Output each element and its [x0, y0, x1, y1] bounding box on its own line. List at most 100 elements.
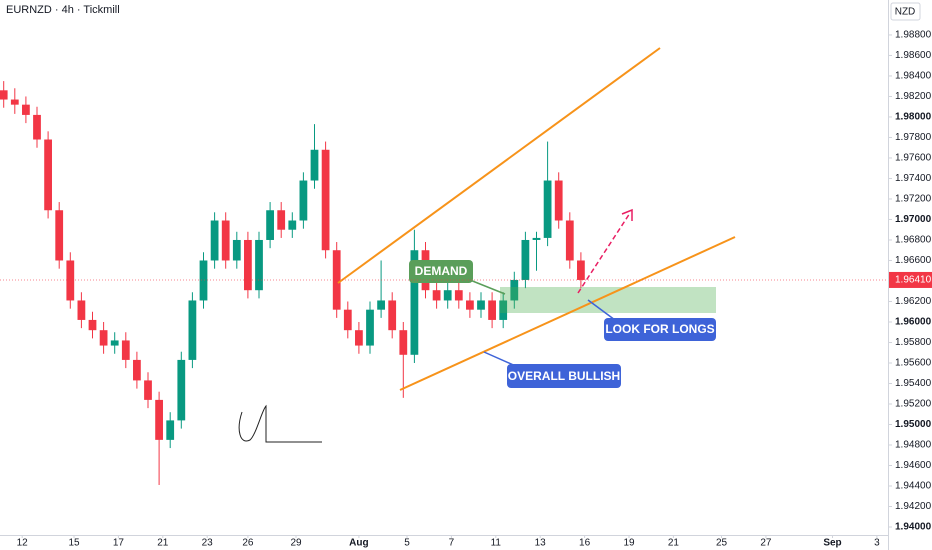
candle-body [255, 239, 263, 291]
candle-body [477, 300, 485, 310]
y-tick-label: 1.95400 [895, 378, 932, 389]
y-tick-label: 1.97600 [895, 153, 932, 164]
candle-body [232, 239, 241, 261]
x-tick-label: 3 [874, 538, 880, 549]
callout-box [604, 318, 716, 341]
candle-body [10, 99, 19, 105]
y-tick-label: 1.94400 [895, 481, 932, 492]
currency: NZD [895, 7, 916, 18]
candle-body [121, 340, 130, 360]
candle-body [443, 290, 452, 301]
chart-title: EURNZD · 4h · Tickmill [6, 4, 120, 16]
candle-body [166, 420, 175, 440]
x-tick-label: 21 [668, 538, 680, 549]
candle-body [177, 359, 186, 421]
candle-body [110, 340, 119, 346]
trend-line-upper [337, 47, 661, 284]
candle-body [99, 330, 108, 346]
candle-body [499, 300, 508, 320]
y-tick-label: 1.98200 [895, 91, 932, 102]
candle-body [310, 149, 319, 181]
candles [0, 81, 585, 485]
candle-body [399, 330, 408, 355]
x-tick-label: 21 [157, 538, 169, 549]
callout-box [507, 364, 621, 388]
x-tick-label: 26 [242, 538, 254, 549]
candle-body [521, 239, 530, 280]
candle-body [266, 210, 274, 240]
currency-box [890, 2, 921, 21]
candle-body [199, 260, 208, 301]
callout-pointer [469, 279, 506, 295]
x-tick-label: 25 [716, 538, 728, 549]
y-tick-label: 1.94200 [895, 501, 932, 512]
last-price-box [889, 271, 932, 288]
x-tick-label: 19 [623, 538, 635, 549]
y-tick-label: 1.96600 [895, 255, 932, 266]
x-tick-label: 15 [68, 538, 80, 549]
candle-body [377, 300, 385, 310]
callout-pointer [587, 299, 616, 321]
annotation: OVERALL BULLISH [508, 369, 620, 383]
trend-line-lower [399, 236, 736, 391]
x-tick-label: 11 [491, 538, 502, 549]
candle-body [410, 250, 419, 355]
x-tick-label: Aug [349, 538, 368, 549]
y-tick-label: 1.95200 [895, 399, 932, 410]
candle-body [44, 139, 52, 211]
y-tick-label: 1.97200 [895, 194, 932, 205]
y-tick-label: 1.98800 [895, 30, 932, 41]
demand-zone [500, 287, 716, 313]
y-tick-label: 1.97000 [895, 214, 932, 225]
y-tick-label: 1.96200 [895, 296, 932, 307]
candle-body [510, 279, 519, 301]
annotation: LOOK FOR LONGS [605, 322, 714, 336]
last-price-label: 1.96410 [895, 275, 932, 286]
y-tick-label: 1.96800 [895, 235, 932, 246]
candle-body [277, 210, 286, 230]
y-tick-label: 1.94600 [895, 460, 932, 471]
callout-box [409, 260, 473, 283]
candle-body [565, 220, 574, 261]
x-tick-label: 12 [17, 538, 29, 549]
candle-body [22, 104, 30, 115]
candle-body [432, 290, 441, 301]
candle-body [288, 220, 297, 230]
candle-body [355, 330, 363, 346]
arrow-head [621, 208, 633, 221]
annotation: DEMAND [415, 264, 468, 278]
candle-body [33, 114, 41, 140]
y-tick-label: 1.98000 [895, 112, 932, 123]
candle-body [133, 359, 141, 381]
candle-body [532, 237, 541, 240]
candle-body [466, 300, 474, 310]
candle-body [388, 300, 397, 331]
x-tick-label: 7 [449, 538, 455, 549]
candle-body [88, 319, 97, 331]
x-tick-label: 13 [535, 538, 547, 549]
candle-body [321, 149, 330, 251]
y-tick-label: 1.98400 [895, 71, 932, 82]
candle-body [66, 260, 75, 301]
x-tick-label: 27 [760, 538, 772, 549]
x-tick-label: 5 [404, 538, 410, 549]
x-tick-label: 23 [202, 538, 214, 549]
y-tick-label: 1.95600 [895, 358, 932, 369]
y-tick-label: 1.96000 [895, 317, 932, 328]
candle-body [221, 220, 230, 261]
y-tick-label: 1.95000 [895, 419, 932, 430]
candle-body [244, 239, 252, 291]
candle-body [299, 180, 308, 221]
candle-body [155, 399, 163, 440]
candle-body [55, 210, 64, 261]
x-tick-label: 16 [579, 538, 591, 549]
candle-body [144, 380, 152, 400]
candle-body [0, 90, 8, 100]
candle-body [577, 260, 585, 280]
y-tick-label: 1.94800 [895, 440, 932, 451]
y-tick-label: 1.94000 [895, 522, 932, 533]
x-tick-label: Sep [823, 538, 841, 549]
candle-body [77, 300, 86, 320]
candle-body [554, 180, 563, 221]
